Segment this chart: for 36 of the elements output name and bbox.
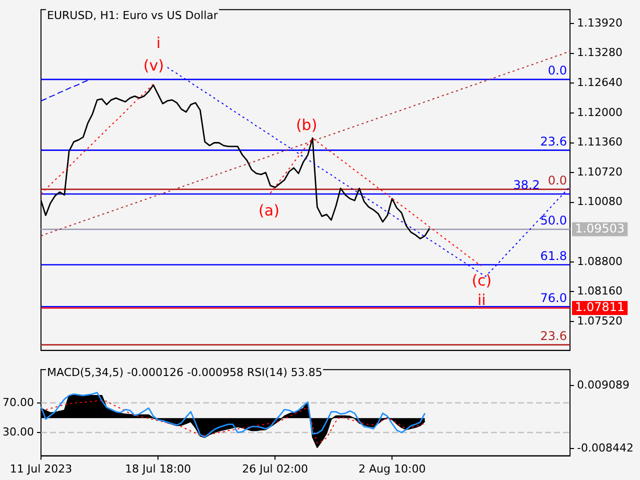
y-tick-label: 1.08160 xyxy=(577,284,622,298)
y2-tick-label: 70.00 xyxy=(2,396,34,409)
annotation: 76.0 xyxy=(540,290,567,305)
y-tick-label: 1.11360 xyxy=(577,136,622,149)
y-tick-label: -0.008442 xyxy=(577,441,634,454)
y-tick-label: 1.08800 xyxy=(577,254,622,268)
x-tick-label: 2 Aug 10:00 xyxy=(358,462,426,476)
annotation: 0.0 xyxy=(548,64,567,78)
annotation: 50.0 xyxy=(540,213,567,228)
ref-line-label: 1.09503 xyxy=(575,221,625,236)
annotation: (b) xyxy=(296,116,318,134)
annotation: 23.6 xyxy=(540,134,567,148)
y-tick-label: 1.10080 xyxy=(577,195,622,208)
annotation: 38.2 xyxy=(513,178,540,192)
y-tick-label: 1.07520 xyxy=(577,314,622,328)
annotation: 61.8 xyxy=(540,248,567,263)
x-tick-label: 18 Jul 18:00 xyxy=(125,462,192,476)
x-tick-label: 26 Jul 02:00 xyxy=(242,462,308,476)
chart-title: MACD(5,34,5) -0.000126 -0.000958 RSI(14) 53.85 xyxy=(46,366,324,379)
ref-line-label: 1.07811 xyxy=(575,300,625,314)
annotation: 23.6 xyxy=(540,328,567,343)
y-tick-label: 0.009089 xyxy=(577,378,630,392)
y-tick-label: 1.12640 xyxy=(577,76,622,90)
y-tick-label: 1.10720 xyxy=(577,165,622,178)
chart-title: EURUSD, H1: Euro vs US Dollar xyxy=(46,9,219,22)
annotation: i xyxy=(156,34,161,52)
annotation: (v) xyxy=(143,56,164,74)
y-tick-label: 1.13280 xyxy=(577,46,622,60)
y-tick-label: 1.12000 xyxy=(577,106,622,119)
annotation: 0.0 xyxy=(548,173,567,188)
y2-tick-label: 30.00 xyxy=(2,425,34,438)
x-tick-label: 11 Jul 2023 xyxy=(10,462,72,476)
annotation: (c) xyxy=(472,271,492,290)
y-tick-label: 1.13920 xyxy=(577,16,622,30)
annotation: (a) xyxy=(258,202,280,220)
annotation: ii xyxy=(477,290,486,309)
